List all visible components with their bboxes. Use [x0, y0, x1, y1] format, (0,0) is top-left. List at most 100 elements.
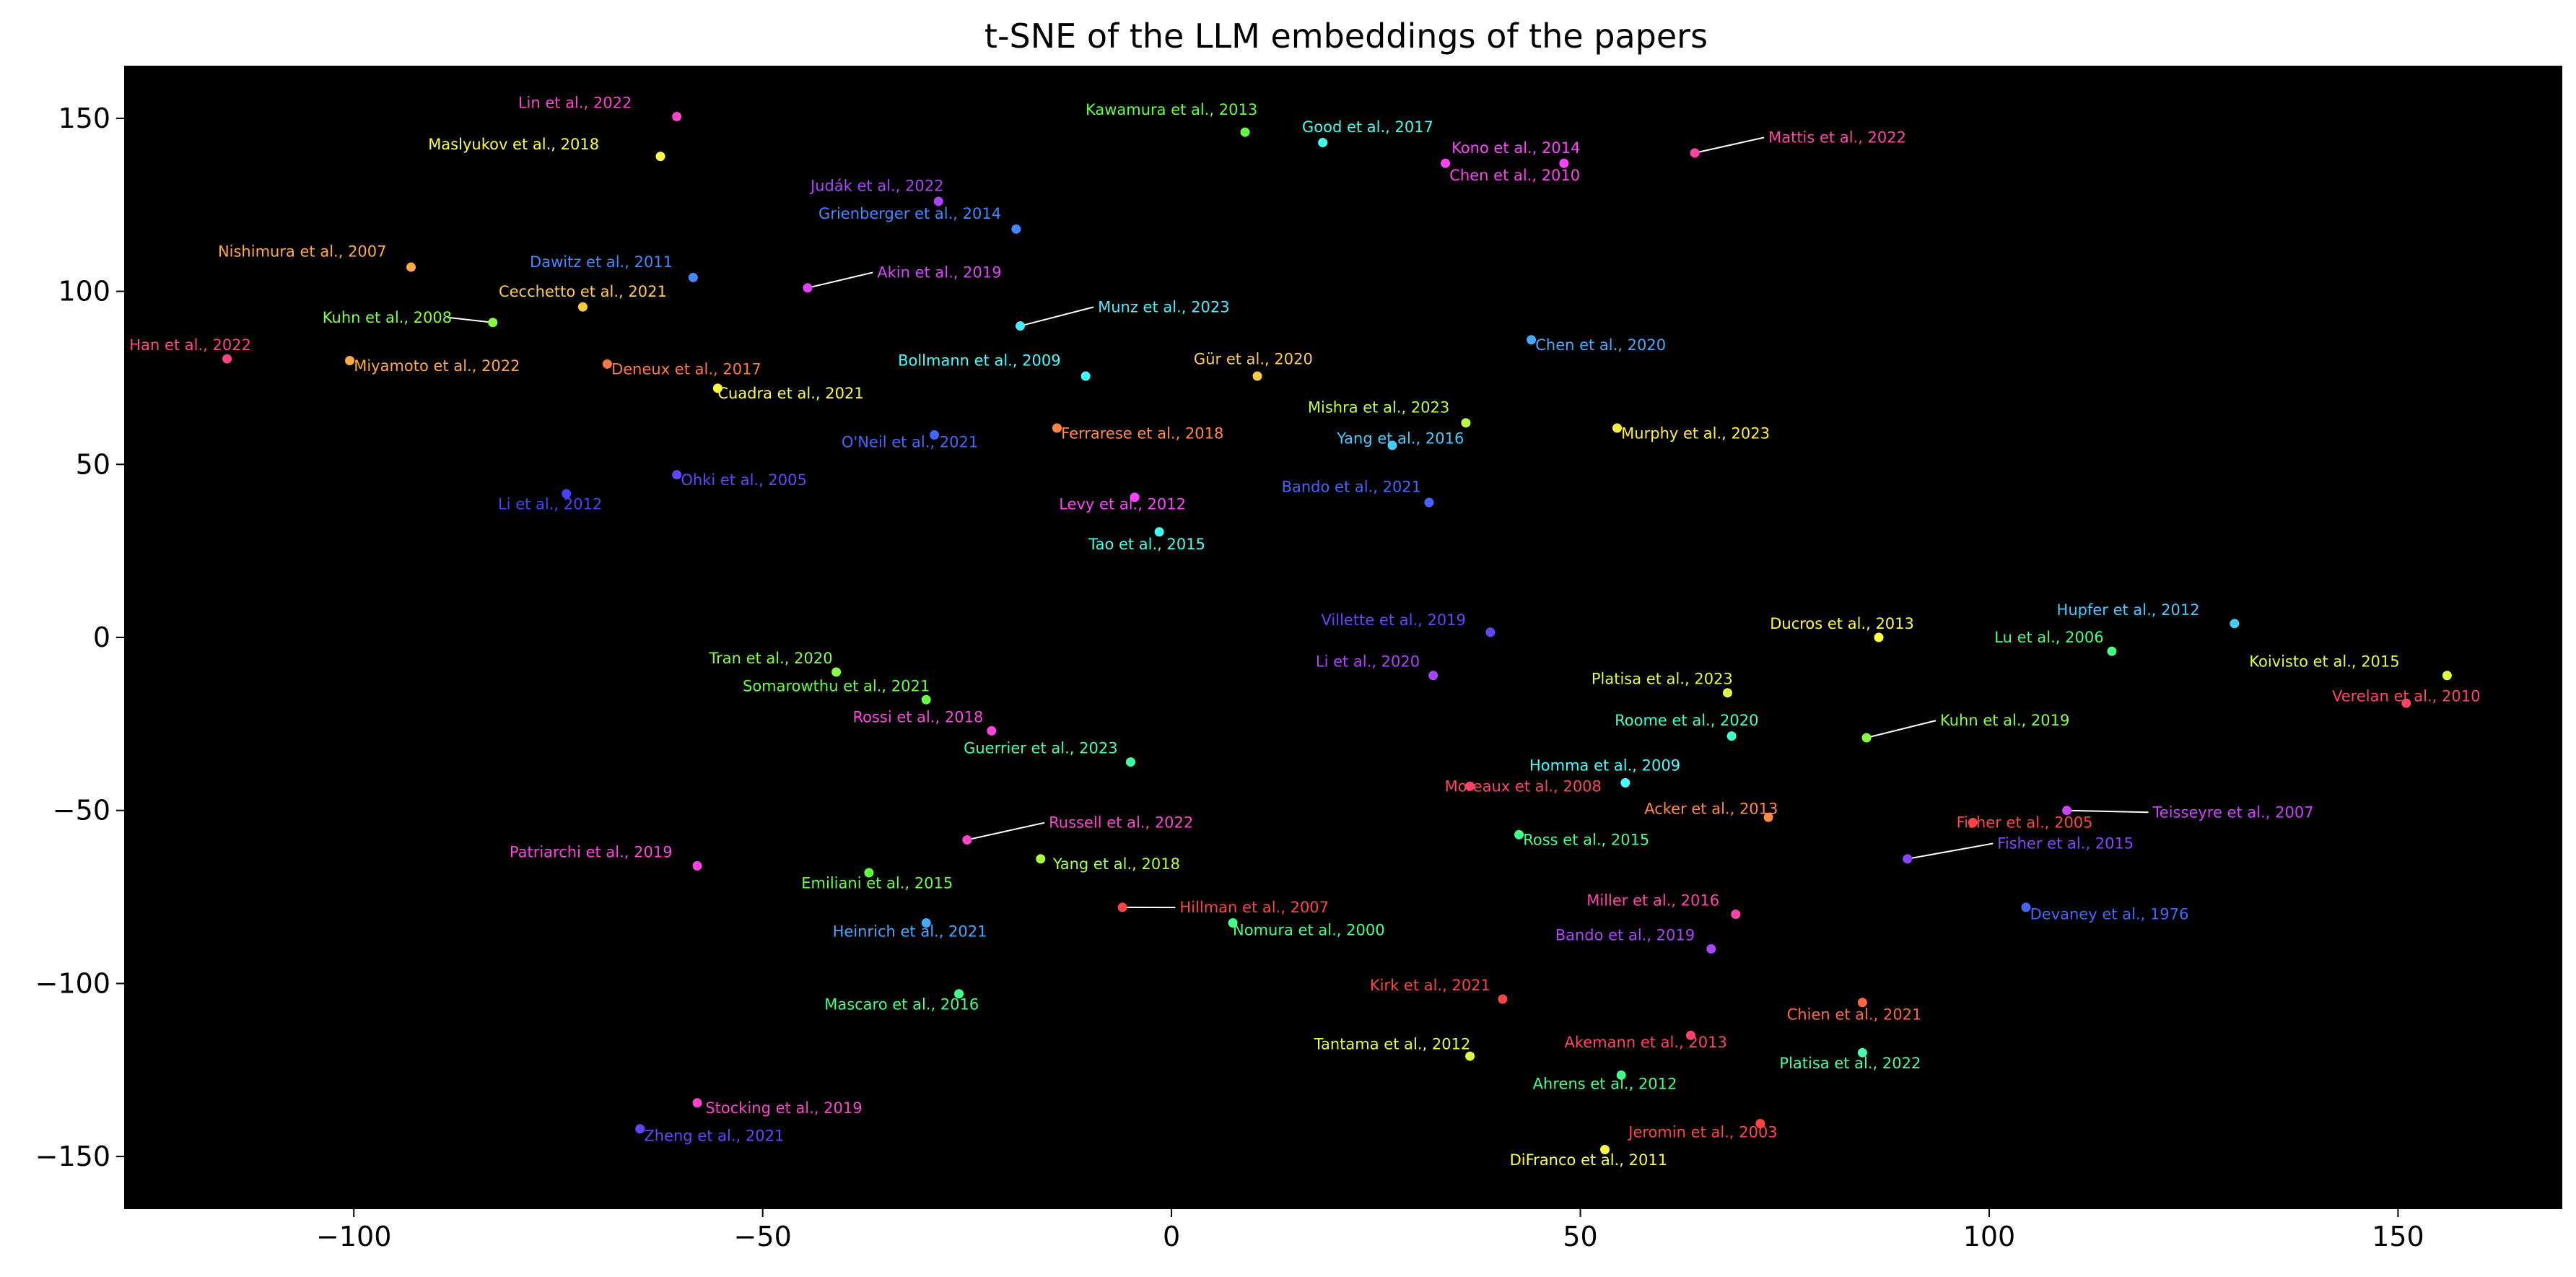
data-point	[1620, 777, 1630, 788]
data-point	[1874, 632, 1884, 642]
data-point	[1706, 943, 1716, 954]
y-tick-label: −50	[53, 795, 110, 827]
point-label: Li et al., 2020	[1316, 653, 1420, 671]
point-label: Mishra et al., 2023	[1308, 398, 1449, 416]
leader-line	[447, 316, 493, 323]
point-labels: Lin et al., 2022 Maslyukov et al., 2018 Ka…	[129, 95, 2480, 1169]
point-label: Somarowthu et al., 2021	[743, 677, 930, 694]
data-point	[1527, 335, 1537, 345]
data-point	[1968, 817, 1978, 827]
data-point	[1424, 497, 1434, 507]
point-label: Chien et al., 2021	[1787, 1006, 1922, 1024]
data-point	[1755, 1119, 1765, 1129]
leader-line	[1866, 720, 1937, 738]
data-points	[222, 112, 2452, 1155]
point-label: O'Neil et al., 2021	[842, 433, 978, 450]
data-point	[1080, 371, 1091, 381]
data-point	[672, 112, 682, 122]
point-label: Fisher et al., 2015	[1997, 834, 2134, 852]
point-label: Hillman et al., 2007	[1179, 899, 1329, 916]
y-tick-label: 150	[58, 103, 110, 134]
point-label: Mattis et al., 2022	[1768, 128, 1906, 146]
point-label: Villette et al., 2019	[1322, 611, 1466, 629]
data-point	[921, 918, 931, 928]
leader-line	[2066, 809, 2149, 814]
data-point	[1498, 994, 1508, 1004]
point-label: Kuhn et al., 2019	[1940, 712, 2069, 729]
leader-line	[966, 821, 1045, 841]
x-tick-label: −50	[734, 1221, 792, 1252]
point-label: Platisa et al., 2022	[1779, 1055, 1921, 1072]
data-point	[1763, 812, 1773, 822]
data-point	[635, 1124, 645, 1134]
data-point	[1125, 757, 1135, 767]
data-point	[962, 834, 972, 845]
point-label: Nishimura et al., 2007	[218, 243, 387, 261]
point-label: Heinrich et al., 2021	[833, 923, 987, 941]
point-label: Gür et al., 2020	[1194, 350, 1313, 367]
point-label: Devaney et al., 1976	[2030, 906, 2189, 923]
leader-line	[807, 271, 873, 289]
data-point	[1130, 492, 1140, 502]
point-label: Miller et al., 2016	[1586, 892, 1719, 910]
point-label: Jeromin et al., 2003	[1627, 1124, 1777, 1141]
point-label: Moreaux et al., 2008	[1445, 777, 1602, 795]
point-label: Yang et al., 2016	[1336, 430, 1464, 448]
data-point	[406, 262, 416, 272]
data-point	[1465, 1051, 1475, 1061]
point-label: Levy et al., 2012	[1059, 496, 1186, 513]
data-point	[1600, 1145, 1610, 1155]
point-label: Kuhn et al., 2008	[323, 309, 452, 326]
point-label: Maslyukov et al., 2018	[428, 136, 599, 153]
point-label: Deneux et al., 2017	[611, 361, 761, 378]
x-tick-label: −100	[316, 1221, 391, 1252]
data-point	[1616, 1070, 1626, 1080]
x-tick-label: 50	[1563, 1221, 1597, 1252]
point-label: Tantama et al., 2012	[1314, 1035, 1471, 1052]
point-label: Akemann et al., 2013	[1565, 1034, 1727, 1051]
point-label: Zheng et al., 2021	[644, 1128, 784, 1145]
plot-area	[124, 66, 2562, 1209]
data-point	[2230, 619, 2240, 629]
data-point	[2062, 806, 2072, 816]
data-point	[1612, 423, 1623, 433]
leader-line	[1694, 136, 1765, 154]
data-point	[562, 489, 572, 499]
point-label: Patriarchi et al., 2019	[510, 843, 673, 860]
data-point	[1052, 423, 1062, 433]
leader-line	[1907, 842, 1994, 860]
point-label: Nomura et al., 2000	[1233, 921, 1385, 938]
data-point	[987, 725, 997, 736]
point-label: Murphy et al., 2023	[1621, 424, 1770, 442]
data-point	[692, 1098, 702, 1108]
point-label: Roome et al., 2020	[1615, 712, 1758, 729]
point-label: Yang et al., 2018	[1052, 855, 1180, 873]
point-label: Bando et al., 2021	[1282, 479, 1421, 496]
data-point	[1485, 627, 1496, 637]
y-tick-label: 50	[76, 448, 110, 480]
data-point	[1441, 158, 1451, 168]
x-axis: −100 −50 0 50 100 150	[316, 1208, 2424, 1252]
x-tick-label: 0	[1163, 1221, 1180, 1252]
point-label: Tao et al., 2015	[1088, 536, 1205, 553]
point-label: Emiliani et al., 2015	[801, 875, 953, 892]
point-label: Cuadra et al., 2021	[717, 385, 863, 402]
data-point	[1252, 371, 1262, 381]
y-tick-label: 100	[58, 276, 110, 308]
leader-lines	[447, 136, 2149, 909]
data-point	[692, 860, 702, 871]
point-label: Rossi et al., 2018	[852, 708, 983, 725]
data-point	[1016, 321, 1026, 331]
point-label: Hupfer et al., 2012	[2057, 601, 2200, 619]
data-point	[488, 318, 498, 328]
point-label: Ferrarese et al., 2018	[1061, 424, 1223, 442]
point-label: Akin et al., 2019	[877, 263, 1001, 281]
data-point	[1036, 854, 1046, 864]
data-point	[1731, 910, 1741, 920]
point-label: Stocking et al., 2019	[705, 1099, 862, 1117]
point-label: Mascaro et al., 2016	[824, 995, 979, 1013]
data-point	[1559, 158, 1569, 168]
data-point	[1903, 854, 1913, 864]
data-point	[712, 383, 722, 393]
x-tick-label: 150	[2372, 1221, 2424, 1252]
